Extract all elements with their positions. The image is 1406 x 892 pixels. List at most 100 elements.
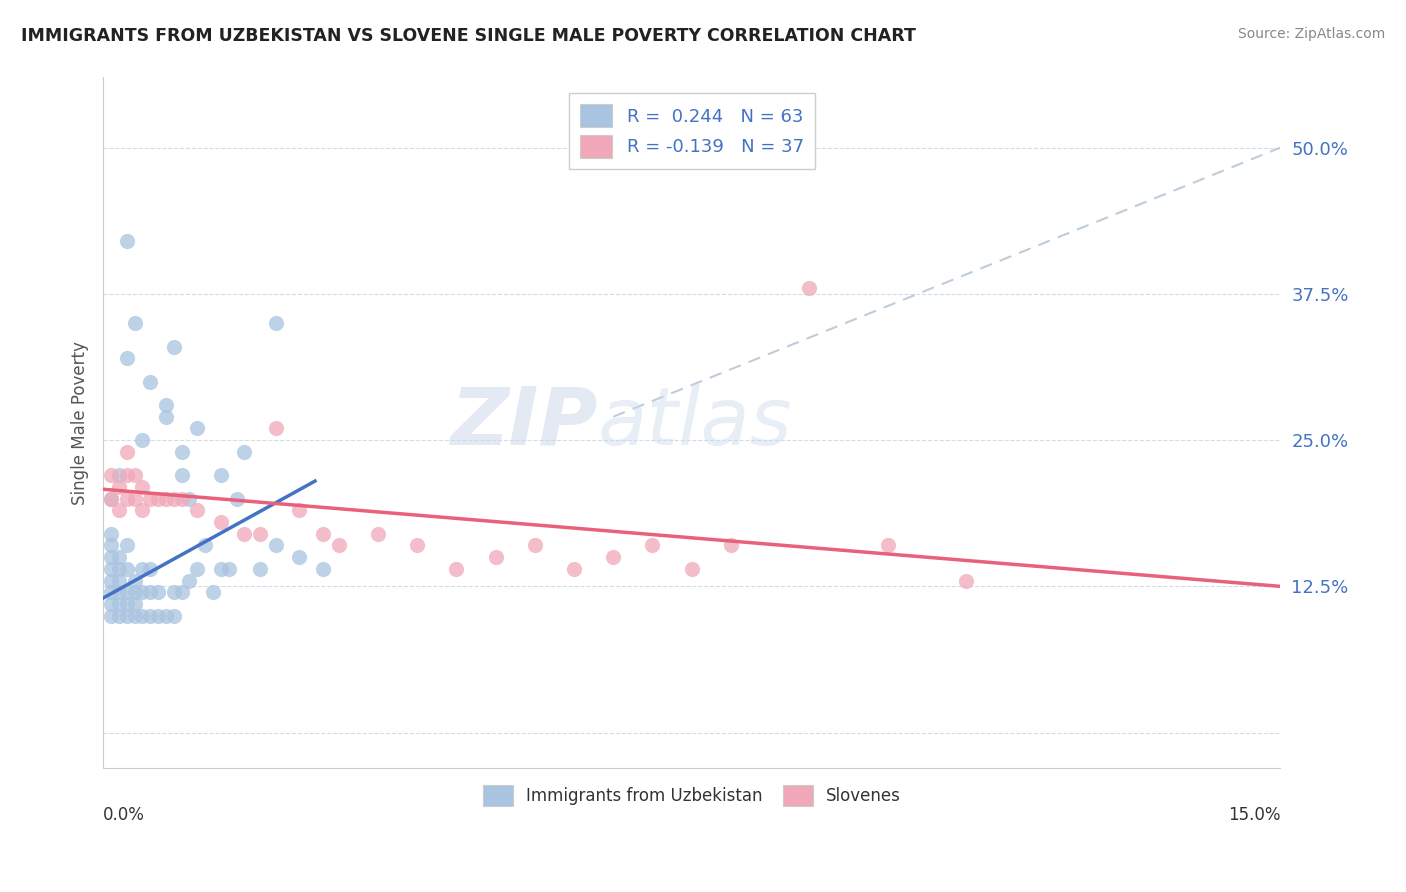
- Point: [523, 538, 546, 552]
- Point: [146, 491, 169, 506]
- Point: [194, 538, 217, 552]
- Point: [100, 468, 122, 483]
- Point: [720, 538, 742, 552]
- Point: [115, 351, 138, 366]
- Point: [155, 398, 177, 412]
- Point: [877, 538, 900, 552]
- Point: [108, 608, 131, 623]
- Point: [115, 562, 138, 576]
- Point: [264, 538, 287, 552]
- Text: atlas: atlas: [598, 384, 793, 461]
- Point: [562, 562, 585, 576]
- Point: [155, 491, 177, 506]
- Point: [100, 491, 122, 506]
- Point: [100, 526, 122, 541]
- Point: [124, 316, 146, 330]
- Point: [484, 550, 506, 565]
- Point: [209, 468, 232, 483]
- Point: [186, 562, 208, 576]
- Point: [100, 550, 122, 565]
- Text: Source: ZipAtlas.com: Source: ZipAtlas.com: [1237, 27, 1385, 41]
- Point: [186, 503, 208, 517]
- Point: [115, 491, 138, 506]
- Point: [108, 574, 131, 588]
- Point: [146, 585, 169, 599]
- Point: [100, 597, 122, 611]
- Point: [100, 608, 122, 623]
- Point: [170, 468, 193, 483]
- Point: [108, 468, 131, 483]
- Point: [446, 562, 468, 576]
- Point: [641, 538, 664, 552]
- Point: [131, 433, 153, 447]
- Point: [155, 409, 177, 424]
- Point: [139, 608, 162, 623]
- Point: [131, 503, 153, 517]
- Legend: Immigrants from Uzbekistan, Slovenes: Immigrants from Uzbekistan, Slovenes: [474, 777, 910, 814]
- Point: [209, 515, 232, 529]
- Point: [288, 503, 311, 517]
- Point: [264, 316, 287, 330]
- Point: [233, 445, 256, 459]
- Point: [115, 608, 138, 623]
- Point: [312, 526, 335, 541]
- Point: [115, 585, 138, 599]
- Point: [163, 339, 186, 353]
- Point: [367, 526, 389, 541]
- Point: [179, 491, 201, 506]
- Point: [131, 562, 153, 576]
- Point: [108, 550, 131, 565]
- Point: [139, 585, 162, 599]
- Point: [155, 608, 177, 623]
- Point: [124, 585, 146, 599]
- Point: [179, 574, 201, 588]
- Point: [163, 491, 186, 506]
- Point: [139, 375, 162, 389]
- Point: [218, 562, 240, 576]
- Text: ZIP: ZIP: [450, 384, 598, 461]
- Point: [249, 526, 271, 541]
- Text: 15.0%: 15.0%: [1227, 805, 1281, 823]
- Y-axis label: Single Male Poverty: Single Male Poverty: [72, 341, 89, 505]
- Point: [108, 503, 131, 517]
- Point: [124, 468, 146, 483]
- Point: [100, 538, 122, 552]
- Point: [124, 574, 146, 588]
- Point: [100, 491, 122, 506]
- Text: 0.0%: 0.0%: [103, 805, 145, 823]
- Point: [170, 445, 193, 459]
- Point: [115, 468, 138, 483]
- Point: [100, 574, 122, 588]
- Point: [225, 491, 247, 506]
- Point: [799, 281, 821, 295]
- Point: [115, 234, 138, 248]
- Point: [170, 491, 193, 506]
- Point: [170, 585, 193, 599]
- Point: [108, 480, 131, 494]
- Point: [955, 574, 977, 588]
- Point: [201, 585, 224, 599]
- Point: [146, 608, 169, 623]
- Point: [233, 526, 256, 541]
- Point: [100, 562, 122, 576]
- Point: [312, 562, 335, 576]
- Point: [108, 585, 131, 599]
- Point: [264, 421, 287, 435]
- Point: [163, 608, 186, 623]
- Point: [131, 608, 153, 623]
- Point: [100, 585, 122, 599]
- Point: [124, 608, 146, 623]
- Point: [249, 562, 271, 576]
- Point: [139, 562, 162, 576]
- Point: [681, 562, 703, 576]
- Point: [115, 538, 138, 552]
- Point: [602, 550, 624, 565]
- Point: [406, 538, 429, 552]
- Point: [328, 538, 350, 552]
- Text: IMMIGRANTS FROM UZBEKISTAN VS SLOVENE SINGLE MALE POVERTY CORRELATION CHART: IMMIGRANTS FROM UZBEKISTAN VS SLOVENE SI…: [21, 27, 915, 45]
- Point: [131, 480, 153, 494]
- Point: [209, 562, 232, 576]
- Point: [108, 597, 131, 611]
- Point: [124, 491, 146, 506]
- Point: [108, 562, 131, 576]
